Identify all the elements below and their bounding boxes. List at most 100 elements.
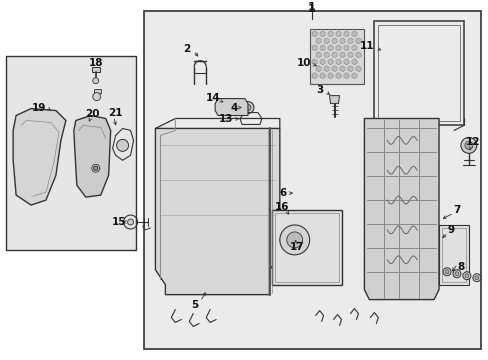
Polygon shape <box>327 59 332 65</box>
Circle shape <box>454 272 458 276</box>
Text: 7: 7 <box>452 205 460 215</box>
Polygon shape <box>343 59 348 65</box>
Circle shape <box>472 274 480 282</box>
Text: 16: 16 <box>274 202 288 212</box>
Circle shape <box>127 219 133 225</box>
Polygon shape <box>335 31 341 37</box>
Polygon shape <box>319 31 325 37</box>
Polygon shape <box>215 99 247 116</box>
Text: 13: 13 <box>219 114 233 125</box>
Text: 1: 1 <box>307 2 315 12</box>
Circle shape <box>442 268 450 276</box>
Polygon shape <box>315 52 321 58</box>
Polygon shape <box>324 38 328 44</box>
Polygon shape <box>343 31 348 37</box>
Polygon shape <box>311 73 317 79</box>
Circle shape <box>462 272 470 280</box>
Polygon shape <box>311 31 317 37</box>
Polygon shape <box>315 66 321 72</box>
Text: 6: 6 <box>279 188 286 198</box>
Polygon shape <box>319 45 325 51</box>
Text: 9: 9 <box>447 225 454 235</box>
Text: 12: 12 <box>465 138 479 147</box>
Polygon shape <box>351 73 356 79</box>
Bar <box>378 25 459 121</box>
Polygon shape <box>315 38 321 44</box>
Polygon shape <box>319 59 325 65</box>
Polygon shape <box>347 66 352 72</box>
Polygon shape <box>347 52 352 58</box>
Bar <box>92 67 100 72</box>
Polygon shape <box>355 66 360 72</box>
Circle shape <box>117 139 128 151</box>
Polygon shape <box>335 59 341 65</box>
Text: 5: 5 <box>191 300 199 310</box>
Polygon shape <box>155 129 279 294</box>
Circle shape <box>244 104 250 111</box>
Circle shape <box>444 270 448 274</box>
Circle shape <box>93 93 101 100</box>
Polygon shape <box>364 118 438 300</box>
Polygon shape <box>74 116 110 197</box>
Polygon shape <box>331 38 336 44</box>
Polygon shape <box>339 52 345 58</box>
Bar <box>271 210 341 285</box>
Bar <box>94 89 101 93</box>
Text: 4: 4 <box>230 103 237 113</box>
Bar <box>274 213 338 282</box>
Polygon shape <box>324 52 328 58</box>
Circle shape <box>464 141 472 149</box>
Bar <box>374 21 463 126</box>
Circle shape <box>92 164 100 172</box>
Polygon shape <box>331 66 336 72</box>
Polygon shape <box>355 38 360 44</box>
Polygon shape <box>329 96 339 104</box>
Polygon shape <box>13 109 66 205</box>
Text: 20: 20 <box>85 108 100 118</box>
Polygon shape <box>331 52 336 58</box>
Polygon shape <box>335 73 341 79</box>
Polygon shape <box>355 52 360 58</box>
Polygon shape <box>319 73 325 79</box>
Bar <box>441 228 465 282</box>
Circle shape <box>286 232 302 248</box>
Polygon shape <box>327 31 332 37</box>
Circle shape <box>460 138 476 153</box>
Text: 3: 3 <box>315 85 323 95</box>
Text: 1: 1 <box>307 4 315 14</box>
Polygon shape <box>311 59 317 65</box>
Text: 10: 10 <box>296 58 310 68</box>
Circle shape <box>242 102 253 113</box>
Text: 11: 11 <box>359 41 374 51</box>
Circle shape <box>279 225 309 255</box>
Polygon shape <box>343 73 348 79</box>
Polygon shape <box>347 38 352 44</box>
Polygon shape <box>335 45 341 51</box>
Polygon shape <box>327 45 332 51</box>
Text: 14: 14 <box>205 93 220 103</box>
Circle shape <box>93 78 99 84</box>
Text: 2: 2 <box>183 44 189 54</box>
Text: 18: 18 <box>88 58 103 68</box>
Text: 17: 17 <box>289 242 304 252</box>
Circle shape <box>452 270 460 278</box>
Text: 21: 21 <box>108 108 122 117</box>
Text: 8: 8 <box>456 262 464 272</box>
Polygon shape <box>343 45 348 51</box>
Text: 15: 15 <box>111 217 125 227</box>
Circle shape <box>474 276 478 280</box>
Bar <box>6 56 135 250</box>
Bar <box>309 29 364 84</box>
Circle shape <box>464 274 468 278</box>
Polygon shape <box>351 59 356 65</box>
Polygon shape <box>351 31 356 37</box>
Text: 19: 19 <box>32 103 46 113</box>
Bar <box>144 11 480 349</box>
Polygon shape <box>324 66 328 72</box>
Bar <box>438 225 468 285</box>
Polygon shape <box>327 73 332 79</box>
Circle shape <box>94 166 98 170</box>
Polygon shape <box>311 45 317 51</box>
Polygon shape <box>339 66 345 72</box>
Polygon shape <box>339 38 345 44</box>
